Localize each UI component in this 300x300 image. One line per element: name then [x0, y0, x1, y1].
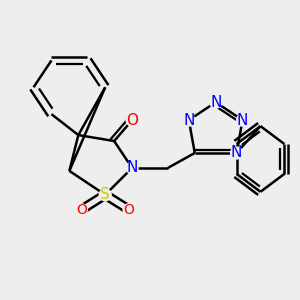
Circle shape	[210, 96, 222, 108]
Text: O: O	[76, 203, 87, 217]
Text: O: O	[126, 112, 138, 128]
Circle shape	[75, 204, 87, 216]
Text: N: N	[237, 112, 248, 128]
Circle shape	[126, 162, 138, 174]
Text: S: S	[100, 187, 110, 202]
Circle shape	[183, 114, 195, 126]
Circle shape	[231, 147, 243, 159]
Circle shape	[123, 204, 135, 216]
Text: O: O	[124, 203, 134, 217]
Circle shape	[99, 189, 111, 201]
Circle shape	[126, 114, 138, 126]
Text: N: N	[126, 160, 138, 175]
Text: N: N	[231, 146, 242, 160]
Circle shape	[237, 114, 248, 126]
Text: N: N	[210, 95, 221, 110]
Text: N: N	[183, 112, 194, 128]
